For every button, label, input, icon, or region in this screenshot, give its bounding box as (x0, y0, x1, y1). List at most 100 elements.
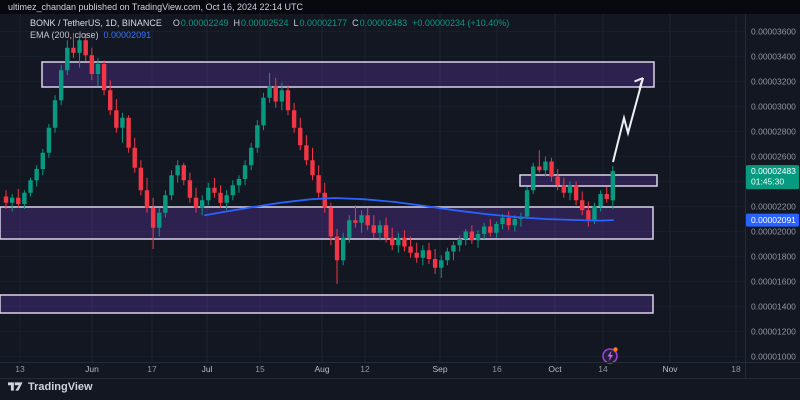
candle-body (610, 171, 616, 201)
price-axis-label: 0.00001800 (751, 252, 796, 262)
candle-body (555, 176, 560, 186)
candle-body (494, 224, 499, 233)
candle-body (524, 190, 530, 217)
publish-info-text: ultimez_chandan published on TradingView… (8, 2, 304, 12)
candle-body (414, 252, 419, 258)
candle-body (65, 47, 70, 71)
candle-body (261, 97, 266, 126)
time-axis-label: 16 (492, 364, 502, 374)
candle-body (199, 200, 205, 208)
tradingview-brand-text: TradingView (28, 380, 93, 393)
candle-body (144, 190, 150, 208)
breakout-resistance-zone (519, 174, 658, 187)
candle-body (163, 195, 168, 213)
candle-body (408, 246, 413, 253)
candle-body (89, 55, 95, 74)
candle-body (236, 179, 242, 186)
tradingview-logo-icon (8, 382, 23, 391)
candle-body (273, 86, 278, 102)
ema-price-badge (746, 213, 799, 227)
candle-body (291, 110, 297, 128)
candle-body (28, 180, 33, 193)
price-axis-label: 0.00001000 (751, 352, 796, 362)
price-axis-label: 0.00003400 (751, 52, 796, 62)
candle-body (157, 212, 162, 228)
candle-body (359, 215, 364, 223)
time-axis-label: Aug (314, 364, 329, 374)
candle-body (322, 192, 327, 208)
candle-body (120, 117, 125, 128)
time-axis-label: 15 (255, 364, 265, 374)
price-axis-label: 0.00002600 (751, 152, 796, 162)
candle-body (512, 219, 517, 226)
candle-body (451, 245, 456, 252)
last-price-badge (746, 165, 799, 190)
candle-body (488, 226, 493, 233)
candle-body (469, 231, 475, 241)
candle-body (457, 239, 462, 246)
candle-body (298, 127, 303, 146)
candle-body (310, 160, 315, 176)
price-axis-label: 0.00002800 (751, 127, 796, 137)
candle-body (249, 147, 254, 166)
candle-body (481, 226, 487, 234)
candle-body (420, 250, 426, 258)
candle-body (365, 215, 370, 226)
candle-body (255, 125, 260, 148)
ema-200-line (204, 197, 614, 222)
price-axis-label: 0.00003600 (751, 27, 796, 37)
candle-body (316, 175, 321, 193)
candle-body (169, 175, 174, 196)
projection-arrow-head (638, 77, 644, 89)
candle-body (9, 197, 15, 203)
candle-body (549, 161, 554, 177)
candle-body (347, 220, 352, 238)
upper-resistance-zone (41, 61, 655, 88)
candle-body (267, 86, 272, 98)
projection-arrow-head (634, 77, 644, 83)
candle-body (83, 40, 88, 56)
last-price-badge-value: 0.00002483 (751, 166, 796, 176)
candle-body (242, 165, 248, 179)
candle-body (285, 90, 291, 111)
candle-body (77, 40, 82, 53)
candle-body (530, 166, 536, 191)
candle-body (138, 167, 144, 191)
bar-countdown: 01:45:30 (751, 177, 784, 187)
time-axis-label: 14 (598, 364, 608, 374)
price-axis-label: 0.00003200 (751, 77, 796, 87)
mid-range-zone (0, 206, 654, 240)
time-axis-label: 17 (147, 364, 157, 374)
time-axis[interactable] (0, 362, 745, 378)
candle-body (389, 237, 395, 246)
candle-body (193, 197, 199, 208)
time-axis-label: Jun (85, 364, 99, 374)
price-axis-label: 0.00001200 (751, 327, 796, 337)
candle-body (328, 207, 334, 237)
candle-body (432, 259, 438, 268)
candle-body (402, 237, 407, 247)
candle-body (304, 145, 309, 161)
candle-body (3, 196, 9, 203)
candle-body (101, 64, 107, 91)
tradingview-brand[interactable]: TradingView (8, 380, 93, 393)
projection-arrow (612, 77, 644, 163)
candle-body (71, 47, 76, 53)
candle-body (371, 225, 376, 233)
candle-body (175, 165, 180, 176)
candle-body (230, 185, 236, 196)
price-axis-label: 0.00001600 (751, 277, 796, 287)
candle-body (206, 187, 211, 201)
candle-body (58, 70, 64, 101)
candle-body (396, 237, 401, 246)
candle-body (52, 100, 58, 128)
candle-body (22, 192, 27, 204)
price-axis-label: 0.00002000 (751, 227, 796, 237)
candle-body (439, 260, 444, 268)
time-axis-label: 18 (731, 364, 741, 374)
candle-body (598, 194, 603, 207)
time-axis-label: Jul (202, 364, 213, 374)
candle-body (377, 225, 383, 233)
